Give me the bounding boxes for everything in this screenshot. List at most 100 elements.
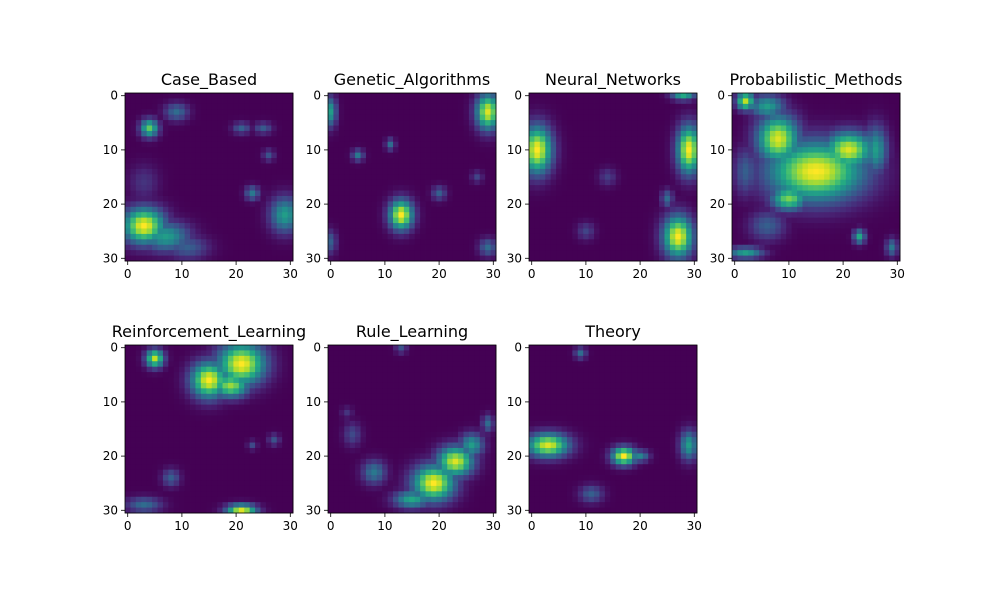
heatmap-cell — [146, 420, 153, 427]
heatmap-cell — [458, 120, 464, 126]
heatmap-cell — [168, 350, 175, 357]
heatmap-cell — [125, 120, 131, 126]
heatmap-cell — [610, 195, 617, 202]
heatmap-cell — [387, 130, 394, 137]
heatmap-cell — [282, 507, 288, 514]
heatmap-cell — [583, 136, 590, 143]
heatmap-cell — [141, 152, 148, 159]
heatmap-cell — [430, 120, 437, 126]
heatmap-cell — [217, 426, 223, 433]
heatmap-cell — [333, 109, 340, 116]
heatmap-cell — [637, 174, 644, 181]
heatmap-cell — [539, 201, 546, 208]
heatmap-cell — [360, 141, 367, 148]
heatmap-cell — [621, 217, 627, 224]
heatmap-cell — [599, 223, 606, 229]
heatmap-cell — [807, 223, 814, 229]
heatmap-cell — [468, 212, 475, 219]
heatmap-cell — [135, 98, 142, 105]
heatmap-cell — [414, 93, 421, 99]
heatmap-cell — [420, 114, 426, 121]
y-tick-label: 20 — [306, 197, 321, 211]
heatmap-cell — [637, 125, 644, 132]
heatmap-cell — [260, 103, 267, 110]
heatmap-cell — [195, 179, 202, 186]
heatmap-cell — [659, 103, 665, 110]
heatmap-cell — [550, 163, 557, 170]
heatmap-cell — [217, 345, 223, 351]
heatmap-cell — [344, 255, 351, 262]
heatmap-cell — [834, 233, 841, 240]
heatmap-cell — [742, 168, 749, 175]
heatmap-cell — [669, 195, 676, 202]
heatmap-cell — [238, 185, 245, 191]
heatmap-cell — [135, 388, 142, 395]
heatmap-cell — [179, 190, 186, 197]
heatmap-cell — [742, 179, 749, 186]
heatmap-cell — [878, 158, 885, 164]
heatmap-cell — [184, 190, 191, 197]
heatmap-cell — [764, 109, 771, 116]
heatmap-cell — [152, 480, 158, 487]
heatmap-cell — [260, 404, 267, 411]
heatmap-cell — [862, 233, 868, 240]
heatmap-cell — [162, 453, 169, 460]
heatmap-cell — [260, 158, 267, 164]
heatmap-cell — [271, 201, 278, 208]
heatmap-cell — [425, 345, 432, 351]
heatmap-cell — [227, 195, 234, 202]
heatmap-cell — [211, 103, 218, 110]
heatmap-cell — [227, 372, 234, 378]
heatmap-cell — [583, 109, 590, 116]
heatmap-cell — [441, 109, 448, 116]
heatmap-cell — [485, 206, 491, 213]
heatmap-cell — [845, 125, 852, 132]
heatmap-cell — [786, 93, 793, 99]
heatmap-cell — [255, 345, 261, 351]
heatmap-cell — [255, 469, 261, 476]
heatmap-cell — [146, 485, 153, 492]
heatmap-cell — [371, 212, 378, 219]
heatmap-cell — [572, 103, 579, 110]
heatmap-cell — [474, 152, 481, 159]
heatmap-cell — [233, 114, 240, 121]
heatmap-cell — [818, 125, 825, 132]
heatmap-cell — [333, 130, 340, 137]
heatmap-cell — [255, 453, 261, 460]
heatmap-cell — [355, 179, 361, 186]
heatmap-cell — [447, 345, 454, 351]
heatmap-cell — [845, 114, 852, 121]
heatmap-cell — [190, 179, 196, 186]
heatmap-cell — [376, 228, 383, 235]
heatmap-cell — [786, 206, 793, 213]
heatmap-cell — [146, 109, 153, 116]
heatmap-cell — [211, 410, 218, 416]
heatmap-cell — [686, 93, 692, 99]
heatmap-cell — [162, 114, 169, 121]
heatmap-cell — [287, 355, 294, 362]
heatmap-cell — [233, 382, 240, 389]
heatmap-cell — [211, 130, 218, 137]
heatmap-cell — [490, 255, 497, 262]
heatmap-cell — [452, 233, 459, 240]
heatmap-cell — [260, 228, 267, 235]
heatmap-cell — [211, 453, 218, 460]
heatmap-cell — [211, 355, 218, 362]
heatmap-cell — [206, 217, 213, 224]
heatmap-cell — [414, 250, 421, 256]
heatmap-cell — [222, 420, 229, 427]
heatmap-cell — [179, 420, 186, 427]
heatmap-cell — [851, 255, 858, 262]
heatmap-cell — [474, 103, 481, 110]
heatmap-cell — [260, 507, 267, 514]
heatmap-cell — [436, 141, 443, 148]
heatmap-cell — [190, 415, 196, 422]
heatmap-cell — [748, 179, 755, 186]
heatmap-cell — [764, 185, 771, 191]
heatmap-cell — [631, 228, 638, 235]
heatmap-cell — [276, 502, 283, 508]
heatmap-cell — [534, 185, 541, 191]
heatmap-cell — [414, 233, 421, 240]
heatmap-cell — [152, 190, 158, 197]
heatmap-cell — [686, 174, 692, 181]
